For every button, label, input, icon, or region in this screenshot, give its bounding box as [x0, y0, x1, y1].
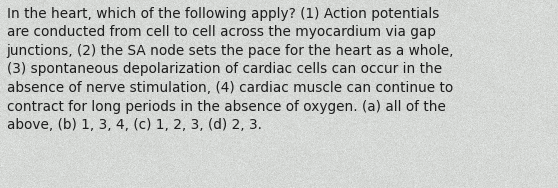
- Text: In the heart, which of the following apply? (1) Action potentials
are conducted : In the heart, which of the following app…: [7, 7, 454, 132]
